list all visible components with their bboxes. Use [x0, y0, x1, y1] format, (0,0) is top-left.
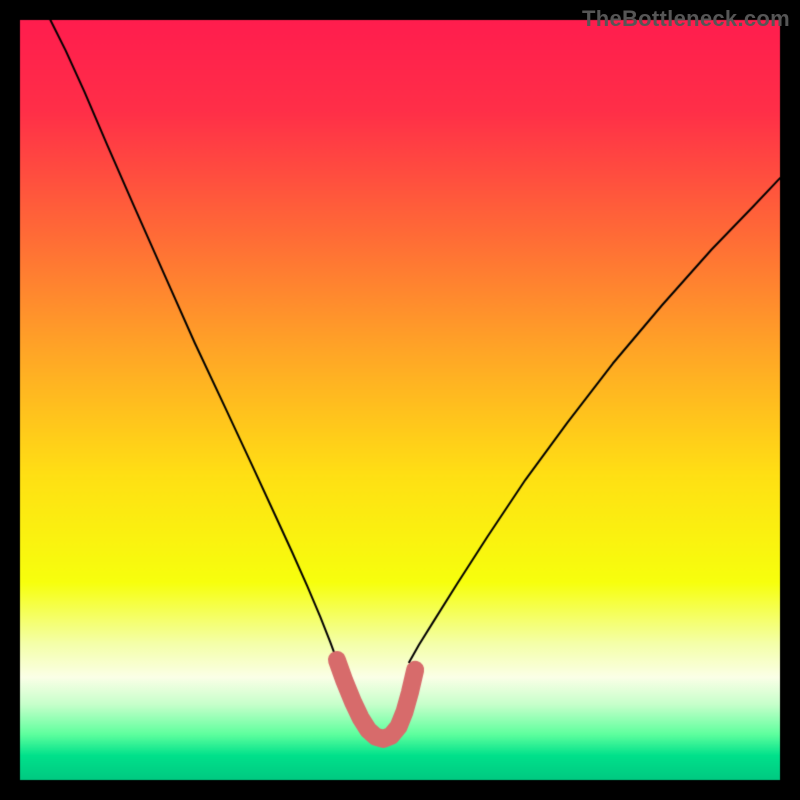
bottleneck-chart-canvas: [0, 0, 800, 800]
watermark-text: TheBottleneck.com: [582, 6, 790, 32]
chart-stage: TheBottleneck.com: [0, 0, 800, 800]
